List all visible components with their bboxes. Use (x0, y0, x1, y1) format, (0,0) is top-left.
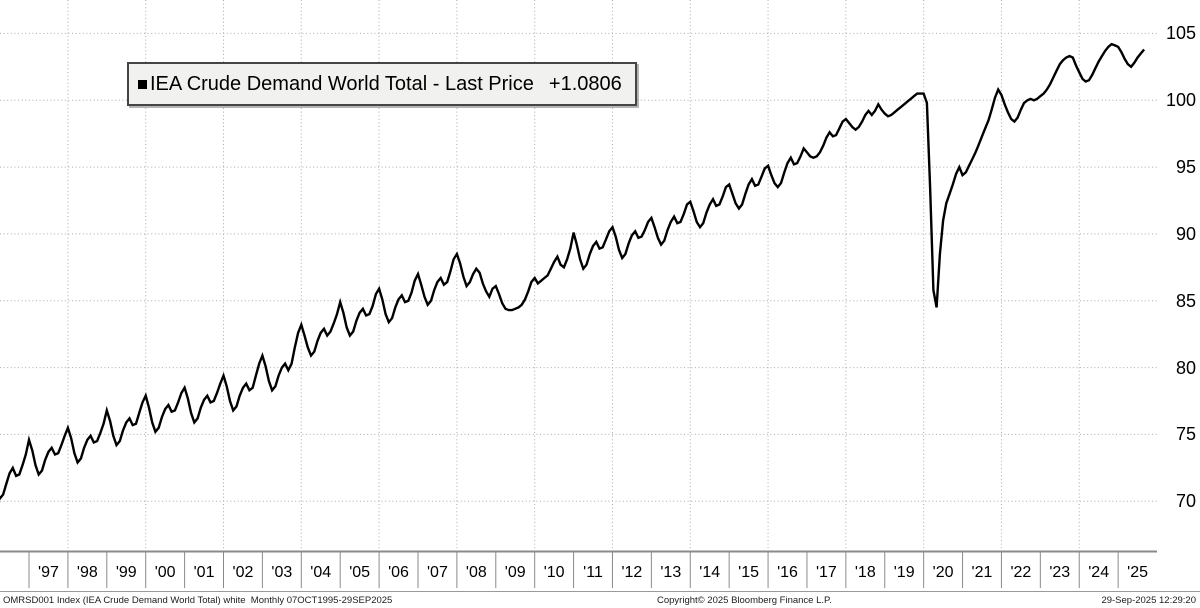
x-axis-ticks (28, 551, 1119, 588)
x-axis-label: '11 (583, 564, 603, 581)
x-axis-label: '99 (115, 564, 137, 581)
x-axis-label: '13 (660, 564, 682, 581)
legend-box[interactable]: IEA Crude Demand World Total - Last Pric… (127, 62, 637, 106)
x-axis-label: '20 (932, 564, 954, 581)
x-axis-label: '12 (621, 564, 643, 581)
x-axis-label: '15 (738, 564, 760, 581)
y-axis-label: 80 (1175, 357, 1196, 378)
x-axis-label: '10 (543, 564, 565, 581)
x-axis-label: '17 (815, 564, 837, 581)
x-axis-label: '01 (193, 564, 215, 581)
x-axis-label: '02 (232, 564, 254, 581)
chart-plot-area[interactable]: 70 75 80 85 90 95 100 105 '97 '98 '99 '00 '01 '02 '03… (0, 0, 1200, 591)
y-axis-label: 95 (1175, 157, 1196, 178)
x-axis-label: '08 (465, 564, 487, 581)
x-axis-label: '24 (1088, 564, 1110, 581)
x-axis-label: '03 (271, 564, 293, 581)
x-axis-label: '18 (854, 564, 876, 581)
x-axis-label: '00 (154, 564, 176, 581)
x-axis-label: '07 (426, 564, 448, 581)
timestamp: 29-Sep-2025 12:29:20 (1101, 595, 1196, 606)
legend-label: IEA Crude Demand World Total - Last Pric… (150, 72, 534, 95)
x-axis-label: '97 (38, 564, 59, 581)
x-axis-label: '05 (349, 564, 371, 581)
x-axis-label: '19 (893, 564, 915, 581)
y-axis-label: 90 (1175, 223, 1196, 244)
y-axis-label: 105 (1165, 23, 1196, 44)
x-axis-label: '14 (699, 564, 721, 581)
x-axis-label: '98 (76, 564, 98, 581)
legend-last-value: +1.0806 (548, 72, 622, 95)
copyright-notice: Copyright© 2025 Bloomberg Finance L.P. (657, 595, 832, 606)
security-description: OMRSD001 Index (IEA Crude Demand World T… (3, 595, 393, 606)
x-axis-label: '21 (971, 564, 993, 581)
series-marker-icon (138, 79, 147, 89)
y-axis-label: 75 (1175, 424, 1196, 445)
line-chart-svg (0, 0, 1157, 588)
x-axis-label: '04 (310, 564, 332, 581)
x-axis-label: '16 (777, 564, 798, 581)
y-axis-label: 85 (1175, 290, 1196, 311)
status-bar: OMRSD001 Index (IEA Crude Demand World T… (0, 591, 1200, 608)
y-axis-label: 100 (1165, 90, 1196, 111)
price-line (0, 42, 1146, 501)
x-axis-label: '06 (388, 564, 409, 581)
x-axis-label: '22 (1010, 564, 1032, 581)
y-axis-label: 70 (1175, 491, 1196, 512)
x-axis-label: '25 (1127, 564, 1148, 581)
x-axis-label: '23 (1049, 564, 1071, 581)
x-axis-label: '09 (504, 564, 526, 581)
